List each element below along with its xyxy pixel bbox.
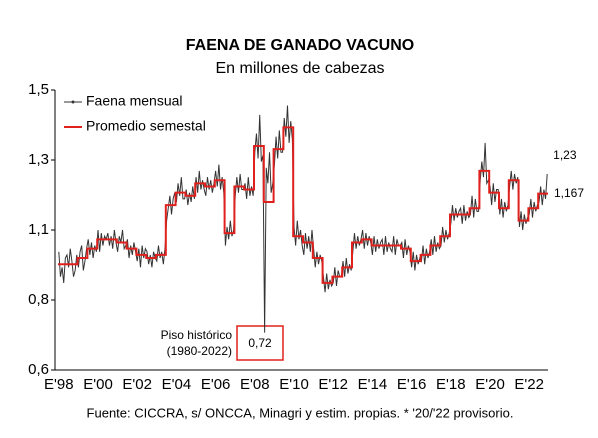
x-tick-label: E'20 (475, 376, 505, 393)
annotation-box (236, 325, 284, 361)
x-tick-label: E'16 (397, 376, 427, 393)
source-note: Fuente: CICCRA, s/ ONCCA, Minagri y esti… (87, 405, 514, 420)
x-tick-label: E'14 (358, 376, 388, 393)
y-tick-label: 0,8 (28, 291, 49, 308)
x-tick-label: E'12 (318, 376, 348, 393)
annotation: Piso histórico (161, 328, 233, 342)
y-tick-label: 1,5 (28, 81, 49, 98)
legend-label: Faena mensual (86, 93, 183, 109)
x-tick-label: E'98 (44, 376, 74, 393)
chart-subtitle: En millones de cabezas (216, 60, 385, 77)
annotation: (1980-2022) (167, 344, 232, 358)
x-tick-label: E'04 (162, 376, 192, 393)
x-tick-label: E'18 (436, 376, 466, 393)
data-label: 0,72 (248, 336, 272, 350)
legend-label: Promedio semestal (86, 118, 206, 134)
y-tick-label: 1,1 (28, 221, 49, 238)
x-tick-label: E'08 (240, 376, 270, 393)
series-line (58, 105, 548, 333)
data-label: 1,167 (554, 186, 584, 200)
legend-marker (71, 100, 75, 104)
x-tick-label: E'10 (279, 376, 309, 393)
x-tick-label: E'00 (83, 376, 113, 393)
x-tick-label: E'02 (122, 376, 152, 393)
y-tick-label: 1,3 (28, 151, 49, 168)
chart-title: FAENA DE GANADO VACUNO (186, 37, 414, 54)
y-tick-label: 0,6 (28, 361, 49, 378)
series-step-line (58, 126, 548, 284)
x-tick-label: E'06 (201, 376, 231, 393)
data-label: 1,23 (553, 148, 577, 162)
x-tick-label: E'22 (514, 376, 544, 393)
